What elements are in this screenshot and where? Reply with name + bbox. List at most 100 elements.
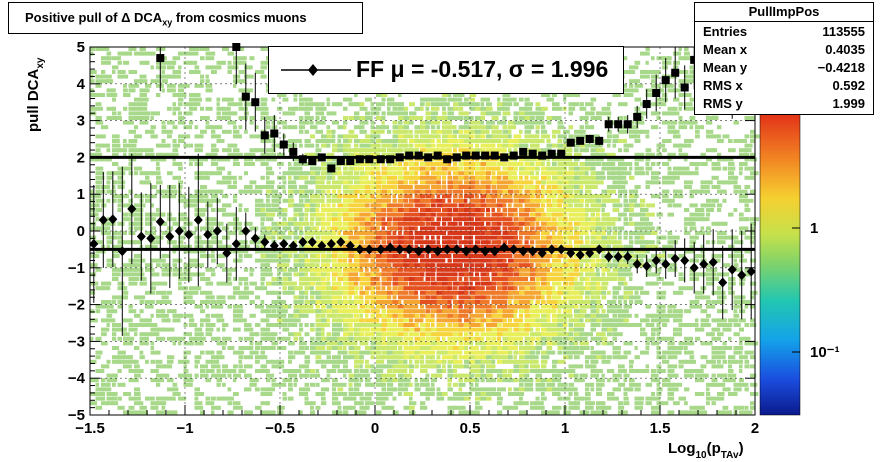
heatmap-cell bbox=[216, 336, 221, 341]
heatmap-cell bbox=[486, 277, 490, 281]
heatmap-cell bbox=[678, 286, 685, 291]
heatmap-cell bbox=[403, 180, 408, 185]
heatmap-cell bbox=[189, 102, 195, 107]
heatmap-cell bbox=[266, 157, 274, 162]
heatmap-cell bbox=[535, 254, 543, 258]
heatmap-cell bbox=[271, 332, 278, 337]
heatmap-cell bbox=[574, 332, 583, 337]
heatmap-cell bbox=[233, 79, 239, 84]
heatmap-cell bbox=[310, 263, 316, 268]
heatmap-cell bbox=[348, 189, 358, 194]
heatmap-cell bbox=[95, 336, 102, 341]
heatmap-cell bbox=[579, 309, 587, 314]
heatmap-cell bbox=[491, 203, 498, 208]
heatmap-cell bbox=[513, 286, 518, 291]
heatmap-cell bbox=[200, 79, 205, 84]
heatmap-cell bbox=[128, 258, 139, 263]
heatmap-cell bbox=[612, 304, 619, 309]
heatmap-cell bbox=[376, 300, 385, 304]
heatmap-cell bbox=[134, 106, 140, 111]
heatmap-cell bbox=[530, 286, 536, 291]
heatmap-cell bbox=[618, 125, 627, 130]
heatmap-cell bbox=[475, 231, 481, 235]
heatmap-cell bbox=[574, 198, 581, 203]
heatmap-cell bbox=[387, 106, 391, 111]
heatmap-cell bbox=[315, 143, 320, 148]
heatmap-cell bbox=[326, 102, 331, 107]
heatmap-cell bbox=[568, 93, 574, 97]
heatmap-cell bbox=[387, 281, 392, 286]
heatmap-cell bbox=[596, 254, 600, 258]
heatmap-cell bbox=[436, 336, 441, 341]
heatmap-cell bbox=[161, 272, 172, 277]
heatmap-cell bbox=[431, 309, 441, 314]
heatmap-cell bbox=[172, 106, 181, 111]
heatmap-cell bbox=[717, 208, 722, 212]
heatmap-cell bbox=[321, 235, 330, 240]
heatmap-cell bbox=[271, 323, 278, 327]
heatmap-cell bbox=[623, 198, 629, 203]
heatmap-cell bbox=[255, 203, 265, 208]
heatmap-cell bbox=[497, 111, 501, 116]
heatmap-cell bbox=[535, 217, 543, 222]
heatmap-cell bbox=[310, 231, 318, 235]
heatmap-cell bbox=[722, 134, 730, 139]
heatmap-cell bbox=[293, 286, 303, 291]
heatmap-cell bbox=[530, 111, 540, 116]
heatmap-cell bbox=[530, 166, 537, 171]
heatmap-cell bbox=[112, 254, 120, 258]
heatmap-cell bbox=[750, 157, 758, 162]
heatmap-cell bbox=[112, 65, 119, 70]
heatmap-cell bbox=[332, 217, 342, 222]
heatmap-cell bbox=[387, 129, 392, 134]
heatmap-cell bbox=[508, 129, 512, 134]
heatmap-cell bbox=[183, 217, 189, 222]
heatmap-cell bbox=[299, 189, 309, 194]
heatmap-cell bbox=[524, 235, 533, 240]
heatmap-cell bbox=[260, 152, 268, 157]
heatmap-cell bbox=[469, 148, 478, 153]
heatmap-cell bbox=[167, 106, 172, 111]
heatmap-cell bbox=[535, 258, 544, 263]
heatmap-cell bbox=[535, 143, 540, 148]
heatmap-cell bbox=[95, 134, 102, 139]
heatmap-cell bbox=[365, 189, 372, 194]
heatmap-cell bbox=[684, 221, 694, 226]
heatmap-cell bbox=[277, 194, 282, 199]
heatmap-cell bbox=[689, 240, 697, 245]
heatmap-cell bbox=[717, 240, 726, 245]
heatmap-cell bbox=[557, 281, 562, 286]
heatmap-cell bbox=[491, 148, 498, 153]
heatmap-cell bbox=[502, 327, 512, 332]
heatmap-cell bbox=[299, 162, 305, 166]
heatmap-cell bbox=[453, 327, 462, 332]
heatmap-cell bbox=[612, 277, 618, 281]
heatmap-cell bbox=[480, 111, 490, 116]
heatmap-cell bbox=[541, 226, 547, 231]
heatmap-cell bbox=[233, 129, 240, 134]
heatmap-cell bbox=[128, 51, 133, 56]
heatmap-cell bbox=[453, 203, 458, 208]
heatmap-cell bbox=[546, 116, 556, 120]
heatmap-cell bbox=[497, 304, 504, 309]
heatmap-cell bbox=[634, 212, 643, 217]
heatmap-cell bbox=[728, 139, 733, 143]
heatmap-cell bbox=[260, 249, 268, 254]
heatmap-cell bbox=[453, 166, 460, 171]
heatmap-cell bbox=[678, 116, 683, 120]
heatmap-cell bbox=[266, 323, 274, 327]
heatmap-cell bbox=[387, 258, 394, 263]
heatmap-cell bbox=[409, 332, 416, 337]
heatmap-cell bbox=[552, 208, 560, 212]
heatmap-cell bbox=[579, 313, 589, 318]
heatmap-cell bbox=[475, 313, 482, 318]
heatmap-cell bbox=[508, 162, 516, 166]
heatmap-cell bbox=[491, 304, 497, 309]
heatmap-cell bbox=[519, 240, 523, 245]
heatmap-cell bbox=[348, 332, 354, 337]
heatmap-cell bbox=[480, 106, 490, 111]
heatmap-cell bbox=[508, 226, 515, 231]
heatmap-cell bbox=[711, 318, 721, 323]
heatmap-cell bbox=[541, 212, 547, 217]
heatmap-cell bbox=[442, 231, 446, 235]
